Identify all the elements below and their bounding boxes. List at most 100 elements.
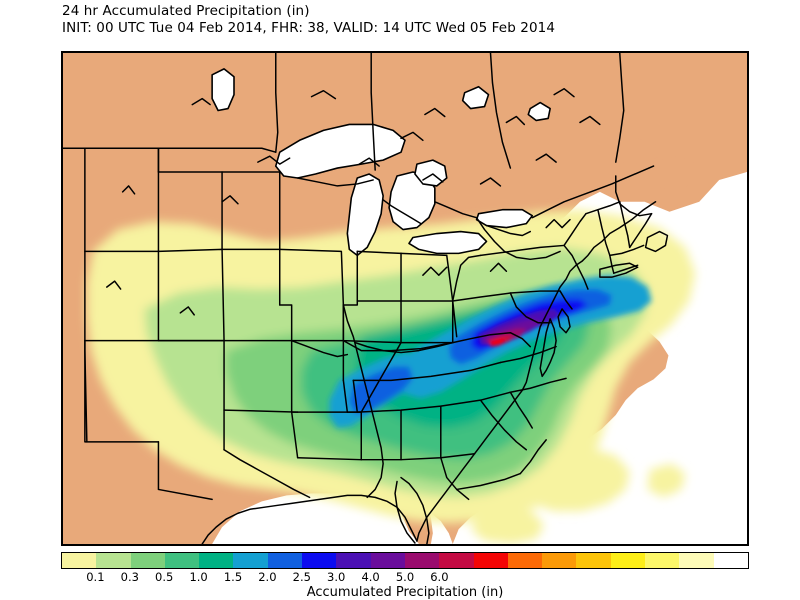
colorbar-block: 0.1 0.3 0.5 1.0 1.5 2.0 2.5 3.0 4.0 5.0 6.0 Accumu… bbox=[61, 552, 749, 600]
maine-border bbox=[615, 175, 653, 217]
long-island bbox=[599, 262, 639, 278]
detail-mark-6 bbox=[424, 107, 446, 118]
kentucky-tennessee-west bbox=[352, 379, 359, 413]
colorbar-cell-8 bbox=[336, 553, 371, 568]
illinois-indiana bbox=[342, 250, 359, 306]
detail-mark-11 bbox=[535, 153, 557, 163]
nova-scotia bbox=[649, 156, 700, 192]
manitoba-ontario bbox=[370, 53, 376, 171]
colorbar-tick-5p0: 5.0 bbox=[395, 570, 415, 584]
new-brunswick bbox=[609, 138, 660, 165]
precip-maximum-core bbox=[490, 338, 507, 346]
texas-louisiana bbox=[223, 449, 311, 499]
florida-west-coast bbox=[394, 480, 416, 544]
colorbar-tick-0p1: 0.1 bbox=[86, 570, 105, 584]
detail-mark-18 bbox=[489, 262, 508, 272]
indiana-michigan bbox=[356, 250, 402, 255]
westvirginia-west bbox=[451, 300, 458, 338]
border-west-edge bbox=[84, 147, 88, 443]
detail-mark-8 bbox=[553, 87, 575, 98]
lake-michigan bbox=[346, 173, 384, 257]
quebec-labrador bbox=[615, 53, 625, 163]
colorbar-cell-19 bbox=[713, 553, 748, 568]
atlantic-coastline bbox=[416, 201, 657, 542]
superior-border bbox=[296, 177, 374, 187]
detail-mark-15 bbox=[105, 280, 122, 290]
colorbar-tick-6p0: 6.0 bbox=[430, 570, 449, 584]
detail-mark-5 bbox=[400, 131, 424, 142]
florida-east-coast bbox=[400, 476, 430, 544]
missouri-river bbox=[290, 339, 349, 358]
detail-mark-16 bbox=[179, 306, 195, 316]
newmexico-texas bbox=[157, 441, 213, 501]
colorbar-cell-6 bbox=[267, 553, 303, 568]
colorado-newmexico bbox=[84, 339, 160, 443]
gulf-states-north bbox=[360, 452, 476, 461]
colorbar-tick-2p0: 2.0 bbox=[258, 570, 277, 584]
detail-mark-1 bbox=[191, 97, 211, 106]
colorbar-cell-2 bbox=[130, 553, 165, 568]
florida-georgia bbox=[455, 472, 522, 491]
missouri-north bbox=[278, 304, 345, 342]
ontario-border bbox=[485, 224, 532, 237]
virginia-north bbox=[499, 345, 557, 364]
oklahoma-texas bbox=[223, 409, 299, 413]
pennsylvania-north bbox=[479, 244, 565, 257]
colorbar-cell-3 bbox=[164, 553, 200, 568]
colorbar-tick-4p0: 4.0 bbox=[361, 570, 380, 584]
colorbar-cell-12 bbox=[473, 553, 508, 568]
figure-title: 24 hr Accumulated Precipitation (in) bbox=[62, 3, 310, 19]
detail-mark-19 bbox=[545, 218, 571, 229]
cape-cod bbox=[644, 230, 669, 253]
colorbar-cell-9 bbox=[370, 553, 405, 568]
pennsylvania-west bbox=[451, 254, 482, 302]
colorbar-tick-1p0: 1.0 bbox=[189, 570, 208, 584]
detail-mark-13 bbox=[221, 195, 239, 205]
figure-title-block: 24 hr Accumulated Precipitation (in) INI… bbox=[62, 3, 762, 37]
nebraska bbox=[157, 248, 225, 342]
newyork-north-border bbox=[475, 216, 561, 261]
huron-border bbox=[382, 199, 422, 225]
delaware-border bbox=[559, 290, 573, 310]
arkansas-louisiana bbox=[296, 456, 363, 461]
iowa-illinois bbox=[278, 248, 345, 306]
georgia-sc-coast bbox=[519, 439, 547, 475]
precipitation-map bbox=[63, 53, 747, 544]
colorbar-cell-18 bbox=[679, 553, 714, 568]
colorbar-cell-16 bbox=[610, 553, 646, 568]
detail-mark-9 bbox=[579, 115, 601, 126]
vermont-west bbox=[597, 208, 611, 257]
detail-mark-7 bbox=[505, 115, 526, 126]
kentucky-south bbox=[352, 361, 502, 382]
colorbar-tick-0p5: 0.5 bbox=[155, 570, 174, 584]
lake-erie bbox=[408, 230, 488, 255]
ma-north bbox=[609, 244, 645, 257]
mississippi-river bbox=[342, 304, 384, 499]
detail-mark-12 bbox=[479, 177, 502, 187]
colorbar-cell-1 bbox=[96, 553, 131, 568]
manitoba-saskatchewan bbox=[275, 53, 279, 153]
colorbar-cell-4 bbox=[199, 553, 234, 568]
detail-mark-3 bbox=[257, 155, 291, 165]
detail-mark-10 bbox=[422, 173, 444, 183]
illinois-kentucky bbox=[342, 379, 349, 413]
precip-band-1p5-ohio bbox=[349, 366, 413, 415]
nh-vermont bbox=[618, 201, 631, 249]
st-lawrence-river bbox=[531, 165, 655, 219]
connecticut-west bbox=[609, 254, 615, 274]
nc-virginia bbox=[509, 377, 567, 393]
colorbar-cell-7 bbox=[302, 553, 337, 568]
colorbar-tick-0p3: 0.3 bbox=[120, 570, 139, 584]
detail-mark-2 bbox=[310, 89, 337, 100]
westvirginia-south bbox=[451, 331, 532, 348]
precipitation-peak-layer bbox=[478, 308, 561, 347]
indiana-kentucky-edge bbox=[342, 300, 402, 344]
49th-parallel bbox=[63, 147, 277, 153]
colorbar-tick-3p0: 3.0 bbox=[327, 570, 346, 584]
maine-west bbox=[628, 212, 653, 249]
maryland-west bbox=[509, 292, 551, 324]
newjersey-north bbox=[563, 244, 589, 290]
colorbar-cell-10 bbox=[404, 553, 440, 568]
nc-sc bbox=[509, 391, 534, 429]
